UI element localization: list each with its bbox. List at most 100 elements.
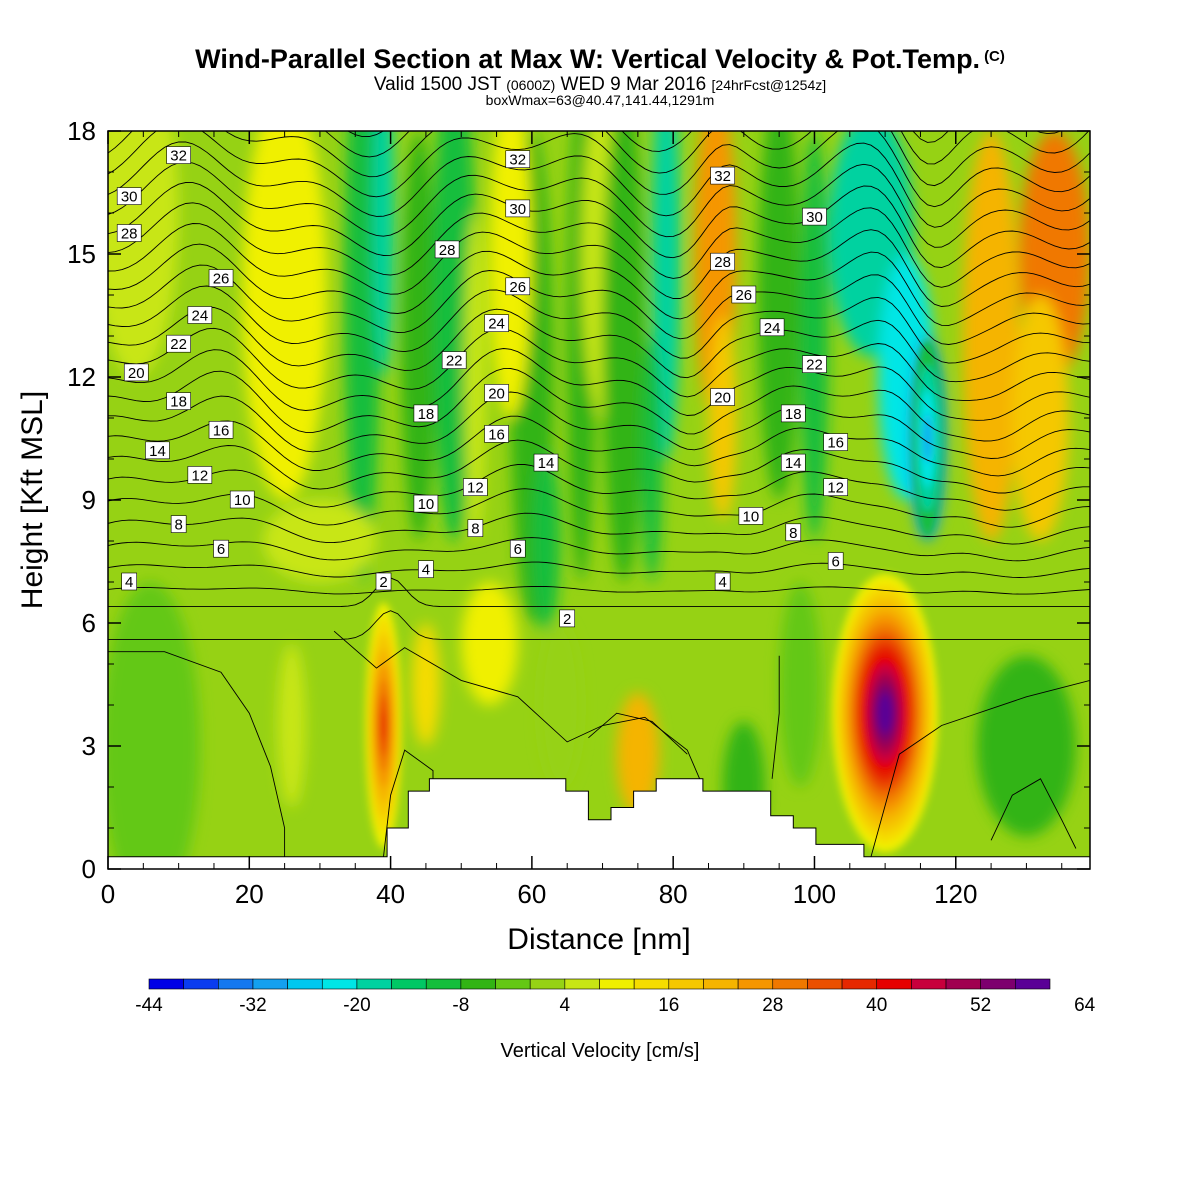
contour-label-text: 28	[121, 226, 138, 243]
theta-low-line-5	[870, 679, 1090, 857]
contour-label-box	[413, 404, 439, 423]
contour-label-box	[559, 609, 576, 628]
contour-label-box	[229, 490, 255, 509]
colorbar-swatch-12	[564, 978, 600, 990]
contour-label-text: 12	[467, 480, 484, 497]
colorbar-swatch-7	[391, 978, 427, 990]
field-cell-27	[779, 582, 822, 787]
field-cell-32	[411, 623, 441, 746]
contour-label-30: 12	[187, 466, 213, 484]
colorbar-label: -8	[452, 995, 469, 1016]
field-cell-33	[538, 623, 582, 787]
field-cell-23	[962, 131, 1020, 541]
theta-line-9	[108, 439, 1090, 494]
colorbar-label: 16	[658, 995, 679, 1016]
y-tick-label: 6	[82, 608, 96, 638]
contour-label-38: 8	[785, 523, 802, 542]
contour-label-14: 24	[759, 318, 785, 337]
updraft-core-0-13	[881, 703, 889, 724]
contour-label-box	[375, 572, 392, 591]
colorbar-swatch-11	[529, 978, 566, 990]
chart-title: Wind-Parallel Section at Max W: Vertical…	[0, 44, 1200, 75]
contour-label-45: 2	[375, 572, 392, 591]
contour-label-text: 22	[170, 336, 187, 353]
contour-label-text: 30	[121, 189, 138, 206]
contour-label-text: 18	[418, 406, 435, 423]
theta-line-21	[108, 182, 1090, 268]
contour-label-text: 22	[446, 353, 463, 370]
x-tick-label: 0	[101, 879, 115, 909]
theta-low-line-1	[333, 630, 702, 784]
contour-label-7: 28	[434, 240, 460, 259]
theta-line-25	[108, 131, 1090, 187]
contour-label-text: 24	[191, 308, 208, 325]
contour-label-box	[170, 515, 187, 533]
field-cell-18	[757, 131, 801, 500]
colorbar-swatch-17	[737, 978, 774, 990]
contour-label-box	[505, 150, 531, 168]
colorbar-swatch-0	[148, 978, 184, 990]
contour-label-18: 20	[123, 363, 149, 382]
contour-label-9: 26	[208, 269, 234, 288]
contour-label-box	[827, 552, 844, 570]
contour-label-text: 26	[213, 271, 230, 288]
theta-line-28	[108, 40, 1090, 121]
contour-label-31: 12	[463, 478, 488, 497]
contour-label-text: 18	[170, 394, 187, 411]
field-cell-7	[464, 213, 486, 541]
contour-label-text: 10	[234, 492, 251, 509]
contour-label-box	[710, 166, 735, 185]
theta-line-5	[108, 537, 1090, 562]
colorbar-swatch-4	[287, 978, 323, 990]
contour-label-32: 12	[823, 478, 848, 497]
y-tick-label: 15	[67, 239, 96, 269]
contour-label-12: 24	[187, 306, 213, 325]
contour-label-text: 8	[471, 521, 479, 538]
contour-label-6: 28	[116, 224, 142, 243]
contour-label-text: 26	[735, 287, 752, 304]
contour-label-27: 14	[145, 441, 170, 460]
contour-label-39: 6	[213, 539, 229, 558]
contour-label-text: 4	[718, 574, 726, 591]
chart-title-text: Wind-Parallel Section at Max W: Vertical…	[195, 44, 981, 74]
colorbar-swatch-21	[876, 978, 912, 990]
chart-subsubtitle: boxWmax=63@40.47,141.44,1291m	[485, 92, 715, 108]
colorbar-swatch-18	[772, 978, 808, 990]
chart-subtitle: Valid 1500 JST (0600Z) WED 9 Mar 2016 [2…	[0, 74, 1200, 96]
theta-line-20	[108, 202, 1090, 288]
theta-line-10	[108, 415, 1090, 477]
contour-label-text: 4	[422, 562, 430, 579]
colorbar-swatch-9	[460, 978, 496, 990]
field-cell-28	[976, 655, 1076, 837]
contour-label-15: 22	[166, 334, 191, 353]
colorbar-swatch-1	[183, 978, 219, 990]
theta-line-24	[108, 131, 1090, 208]
contour-label-44: 4	[714, 572, 731, 591]
contour-label-24: 16	[208, 420, 234, 439]
contour-label-8: 28	[710, 252, 735, 271]
contour-label-text: 30	[806, 209, 823, 226]
theta-line-6	[108, 512, 1090, 545]
contour-label-20: 20	[710, 388, 735, 407]
contour-label-28: 14	[533, 453, 559, 472]
contour-label-box	[116, 224, 142, 242]
contour-label-17: 22	[802, 355, 827, 374]
field-cell-2	[108, 582, 200, 869]
contour-label-text: 32	[170, 148, 187, 165]
theta-line-27	[347, 131, 1062, 143]
theta-line-19	[108, 223, 1090, 307]
colorbar-label: -20	[343, 995, 370, 1016]
axes: 0 20 40 60 80 100 120 0 3 6 9 12 15 18	[67, 116, 1090, 909]
colorbar-swatch-14	[633, 978, 670, 990]
subtitle-date: WED 9 Mar 2016	[560, 74, 707, 95]
contour-label-text: 14	[785, 455, 802, 472]
contour-label-4: 30	[505, 199, 531, 218]
theta-low-line-4	[771, 655, 780, 779]
theta-line-8	[108, 464, 1090, 511]
colorbar-label: 64	[1074, 995, 1096, 1016]
contour-label-box	[484, 314, 509, 333]
contour-label-box	[785, 523, 802, 542]
x-tick-label: 20	[235, 879, 264, 909]
y-axis-title: Height [Kft MSL]	[16, 391, 49, 609]
